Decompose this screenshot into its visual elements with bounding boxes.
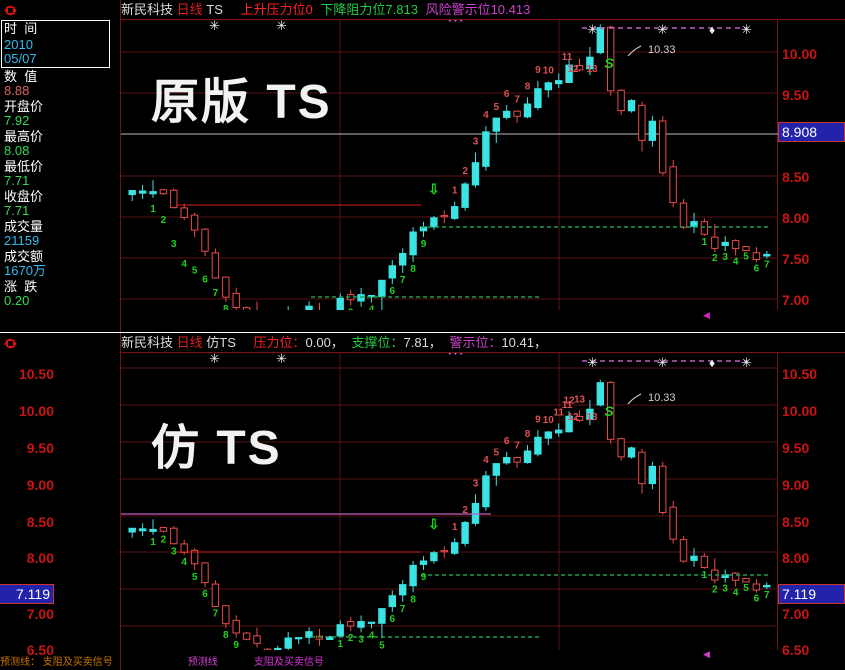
svg-text:8: 8 bbox=[410, 594, 416, 605]
svg-text:4: 4 bbox=[181, 557, 187, 568]
svg-text:6: 6 bbox=[754, 264, 760, 275]
svg-text:8: 8 bbox=[223, 630, 229, 641]
svg-text:2: 2 bbox=[161, 215, 167, 226]
svg-text:11: 11 bbox=[562, 400, 573, 411]
svg-text:♦♦♦: ♦♦♦ bbox=[447, 20, 464, 25]
svg-text:1: 1 bbox=[338, 639, 344, 650]
svg-text:3: 3 bbox=[722, 584, 728, 595]
svg-text:♦: ♦ bbox=[709, 23, 715, 37]
svg-text:5: 5 bbox=[743, 583, 749, 594]
svg-text:✳: ✳ bbox=[276, 353, 287, 366]
svg-text:3: 3 bbox=[171, 239, 177, 250]
svg-text:4: 4 bbox=[483, 455, 489, 466]
svg-text:7: 7 bbox=[764, 260, 770, 271]
svg-text:3: 3 bbox=[358, 309, 364, 310]
svg-text:5: 5 bbox=[192, 572, 198, 583]
svg-text:8: 8 bbox=[525, 429, 531, 440]
svg-text:9: 9 bbox=[233, 640, 239, 650]
svg-text:2: 2 bbox=[462, 505, 468, 516]
svg-text:5: 5 bbox=[494, 102, 500, 113]
svg-text:3: 3 bbox=[171, 547, 177, 558]
svg-text:1: 1 bbox=[452, 186, 458, 197]
svg-text:13: 13 bbox=[586, 412, 598, 423]
svg-text:✳: ✳ bbox=[587, 22, 598, 37]
svg-text:4: 4 bbox=[733, 257, 739, 268]
svg-text:6: 6 bbox=[504, 436, 510, 447]
svg-text:1: 1 bbox=[150, 537, 156, 548]
svg-text:1: 1 bbox=[702, 237, 708, 248]
svg-text:3: 3 bbox=[722, 252, 728, 263]
svg-text:4: 4 bbox=[733, 588, 739, 599]
svg-text:7: 7 bbox=[764, 590, 770, 601]
svg-text:7: 7 bbox=[514, 441, 520, 452]
svg-text:7: 7 bbox=[213, 288, 219, 299]
svg-text:5: 5 bbox=[192, 266, 198, 277]
svg-text:✳: ✳ bbox=[209, 20, 220, 33]
svg-text:7: 7 bbox=[400, 275, 406, 286]
svg-text:7: 7 bbox=[213, 609, 219, 620]
svg-text:2: 2 bbox=[462, 166, 468, 177]
svg-text:✳: ✳ bbox=[209, 353, 220, 366]
svg-text:7: 7 bbox=[400, 604, 406, 615]
svg-text:3: 3 bbox=[473, 478, 479, 489]
svg-text:3: 3 bbox=[358, 634, 364, 645]
svg-text:4: 4 bbox=[369, 630, 375, 641]
svg-text:8: 8 bbox=[410, 264, 416, 275]
svg-text:✳: ✳ bbox=[276, 20, 287, 33]
svg-text:7: 7 bbox=[514, 94, 520, 105]
svg-text:2: 2 bbox=[712, 584, 718, 595]
svg-text:♦♦♦: ♦♦♦ bbox=[447, 353, 464, 358]
svg-text:12: 12 bbox=[567, 64, 579, 75]
svg-text:✳: ✳ bbox=[657, 355, 668, 370]
svg-text:3: 3 bbox=[473, 137, 479, 148]
svg-text:S: S bbox=[604, 55, 614, 71]
svg-text:9: 9 bbox=[535, 414, 541, 425]
svg-text:✳: ✳ bbox=[657, 22, 668, 37]
svg-text:1: 1 bbox=[150, 204, 156, 215]
svg-text:9: 9 bbox=[535, 65, 541, 76]
svg-text:10.33: 10.33 bbox=[648, 392, 676, 404]
svg-text:♦: ♦ bbox=[709, 356, 715, 370]
svg-text:2: 2 bbox=[712, 253, 718, 264]
svg-text:8: 8 bbox=[223, 304, 229, 310]
svg-text:4: 4 bbox=[181, 259, 187, 270]
svg-text:6: 6 bbox=[202, 275, 208, 286]
svg-text:4: 4 bbox=[483, 110, 489, 121]
svg-text:10: 10 bbox=[543, 65, 555, 76]
svg-text:2: 2 bbox=[348, 308, 354, 310]
svg-text:5: 5 bbox=[743, 252, 749, 263]
svg-text:S: S bbox=[604, 403, 614, 419]
svg-text:2: 2 bbox=[348, 633, 354, 644]
svg-text:⇩: ⇩ bbox=[428, 516, 440, 532]
svg-text:✳: ✳ bbox=[587, 355, 598, 370]
svg-text:6: 6 bbox=[390, 286, 396, 297]
svg-text:1: 1 bbox=[702, 570, 708, 581]
svg-text:6: 6 bbox=[754, 594, 760, 605]
svg-text:8: 8 bbox=[525, 81, 531, 92]
svg-text:5: 5 bbox=[379, 640, 385, 650]
svg-text:6: 6 bbox=[504, 89, 510, 100]
svg-text:9: 9 bbox=[421, 239, 427, 250]
svg-text:13: 13 bbox=[574, 395, 586, 406]
svg-text:5: 5 bbox=[494, 447, 500, 458]
svg-text:6: 6 bbox=[390, 614, 396, 625]
svg-text:4: 4 bbox=[369, 305, 375, 311]
svg-text:9: 9 bbox=[421, 572, 427, 583]
svg-text:✳: ✳ bbox=[741, 22, 752, 37]
svg-text:1: 1 bbox=[452, 522, 458, 533]
svg-text:10.33: 10.33 bbox=[648, 44, 676, 56]
svg-text:13: 13 bbox=[586, 64, 598, 75]
svg-text:6: 6 bbox=[202, 589, 208, 600]
svg-text:12: 12 bbox=[567, 412, 579, 423]
svg-text:11: 11 bbox=[562, 52, 573, 63]
svg-text:2: 2 bbox=[161, 534, 167, 545]
svg-text:✳: ✳ bbox=[741, 355, 752, 370]
svg-text:⇩: ⇩ bbox=[428, 181, 440, 197]
